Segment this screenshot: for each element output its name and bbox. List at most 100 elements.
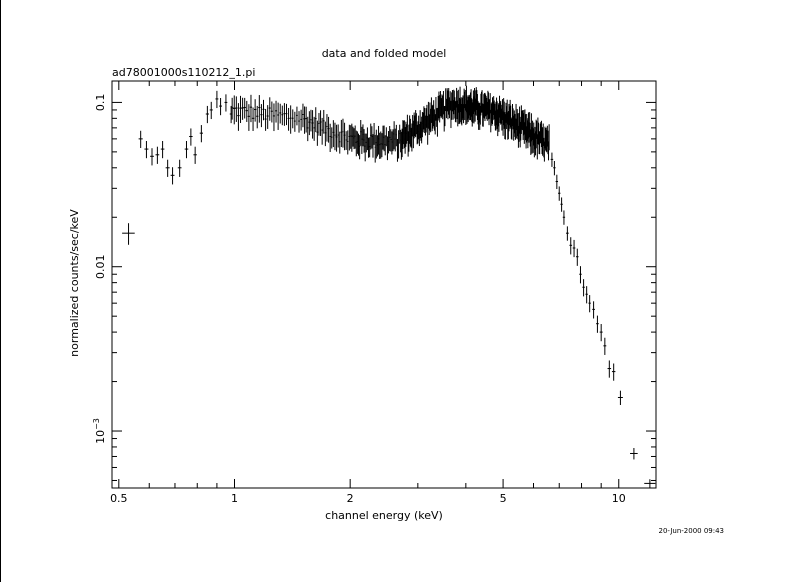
y-tick-label: 0.1 (94, 94, 107, 112)
x-tick-label: 5 (500, 492, 507, 505)
data-point (451, 90, 453, 112)
data-point (560, 197, 563, 212)
data-point (237, 103, 240, 131)
data-point (582, 279, 585, 297)
data-point (303, 106, 306, 134)
data-point (394, 128, 396, 152)
data-point (339, 131, 341, 154)
data-point (553, 160, 556, 176)
x-axis-tick-labels: 0.5 1 2 5 10 (110, 492, 626, 505)
data-point (351, 123, 353, 152)
data-point (360, 120, 362, 146)
data-point (347, 130, 349, 155)
data-point (247, 104, 251, 131)
data-point (258, 95, 261, 123)
data-point (239, 95, 242, 124)
data-point (308, 111, 311, 136)
data-point (235, 96, 238, 122)
data-points (122, 85, 656, 488)
data-point (433, 109, 435, 131)
data-point (260, 104, 263, 128)
data-point (576, 248, 579, 266)
data-point (373, 122, 375, 145)
data-point (395, 124, 397, 147)
data-point (363, 129, 365, 153)
data-point (319, 110, 322, 136)
data-point (215, 90, 219, 109)
data-point (313, 116, 316, 141)
svg-text:10−3: 10−3 (92, 418, 107, 444)
data-point (357, 133, 360, 156)
chart-title: data and folded model (322, 47, 447, 60)
y-axis-tick-labels: 0.1 0.01 10−3 (92, 94, 107, 444)
data-point (433, 100, 435, 127)
data-point (318, 112, 320, 136)
data-point (262, 99, 265, 121)
data-point (285, 103, 288, 126)
data-point (184, 140, 189, 159)
data-point (298, 111, 300, 133)
data-point (256, 105, 259, 129)
data-point (443, 106, 445, 132)
data-point (268, 97, 271, 121)
data-point (548, 124, 550, 151)
data-point (588, 295, 591, 313)
data-point (457, 89, 459, 113)
data-point (209, 101, 213, 120)
data-point (316, 120, 319, 146)
data-point (449, 91, 451, 111)
data-point (536, 120, 538, 149)
data-point (465, 104, 467, 126)
data-point (572, 239, 576, 258)
data-point (305, 106, 308, 133)
y-tick-label: 10−3 (92, 418, 107, 444)
data-point (322, 109, 325, 134)
data-point (630, 447, 638, 460)
data-point (566, 226, 569, 241)
data-point (430, 97, 432, 123)
data-point (382, 125, 384, 150)
data-point (189, 128, 193, 146)
timestamp: 20-Jun-2000 09:43 (659, 527, 725, 535)
data-point (337, 124, 339, 148)
data-point (230, 97, 234, 120)
data-point (390, 129, 392, 152)
data-point (224, 94, 228, 112)
data-point (542, 123, 544, 146)
data-point (302, 103, 304, 128)
data-point (392, 129, 394, 152)
data-point (399, 124, 401, 144)
data-point (406, 114, 408, 142)
data-point (289, 105, 292, 134)
data-point (644, 479, 656, 488)
data-point (205, 105, 209, 124)
data-point (350, 125, 352, 149)
data-point (448, 88, 450, 115)
data-point (371, 126, 373, 149)
data-point (362, 124, 364, 147)
data-point (199, 125, 203, 143)
data-point (436, 107, 438, 137)
data-point (393, 121, 395, 150)
data-point (489, 93, 491, 114)
data-point (426, 104, 428, 128)
data-point (519, 106, 521, 134)
data-point (354, 125, 356, 149)
data-point (517, 113, 519, 140)
data-point (254, 99, 257, 122)
data-point (155, 146, 160, 164)
data-point (170, 167, 175, 185)
data-point (348, 124, 351, 151)
data-point (342, 118, 344, 148)
data-point (353, 128, 355, 150)
data-point (241, 97, 244, 120)
data-point (311, 110, 314, 139)
data-point (321, 117, 323, 145)
data-point (293, 111, 296, 132)
data-point (444, 105, 446, 127)
data-point (287, 107, 290, 131)
data-point (359, 135, 361, 160)
data-point (165, 159, 170, 177)
svg-text:0.1: 0.1 (94, 94, 107, 112)
data-point (279, 103, 282, 124)
